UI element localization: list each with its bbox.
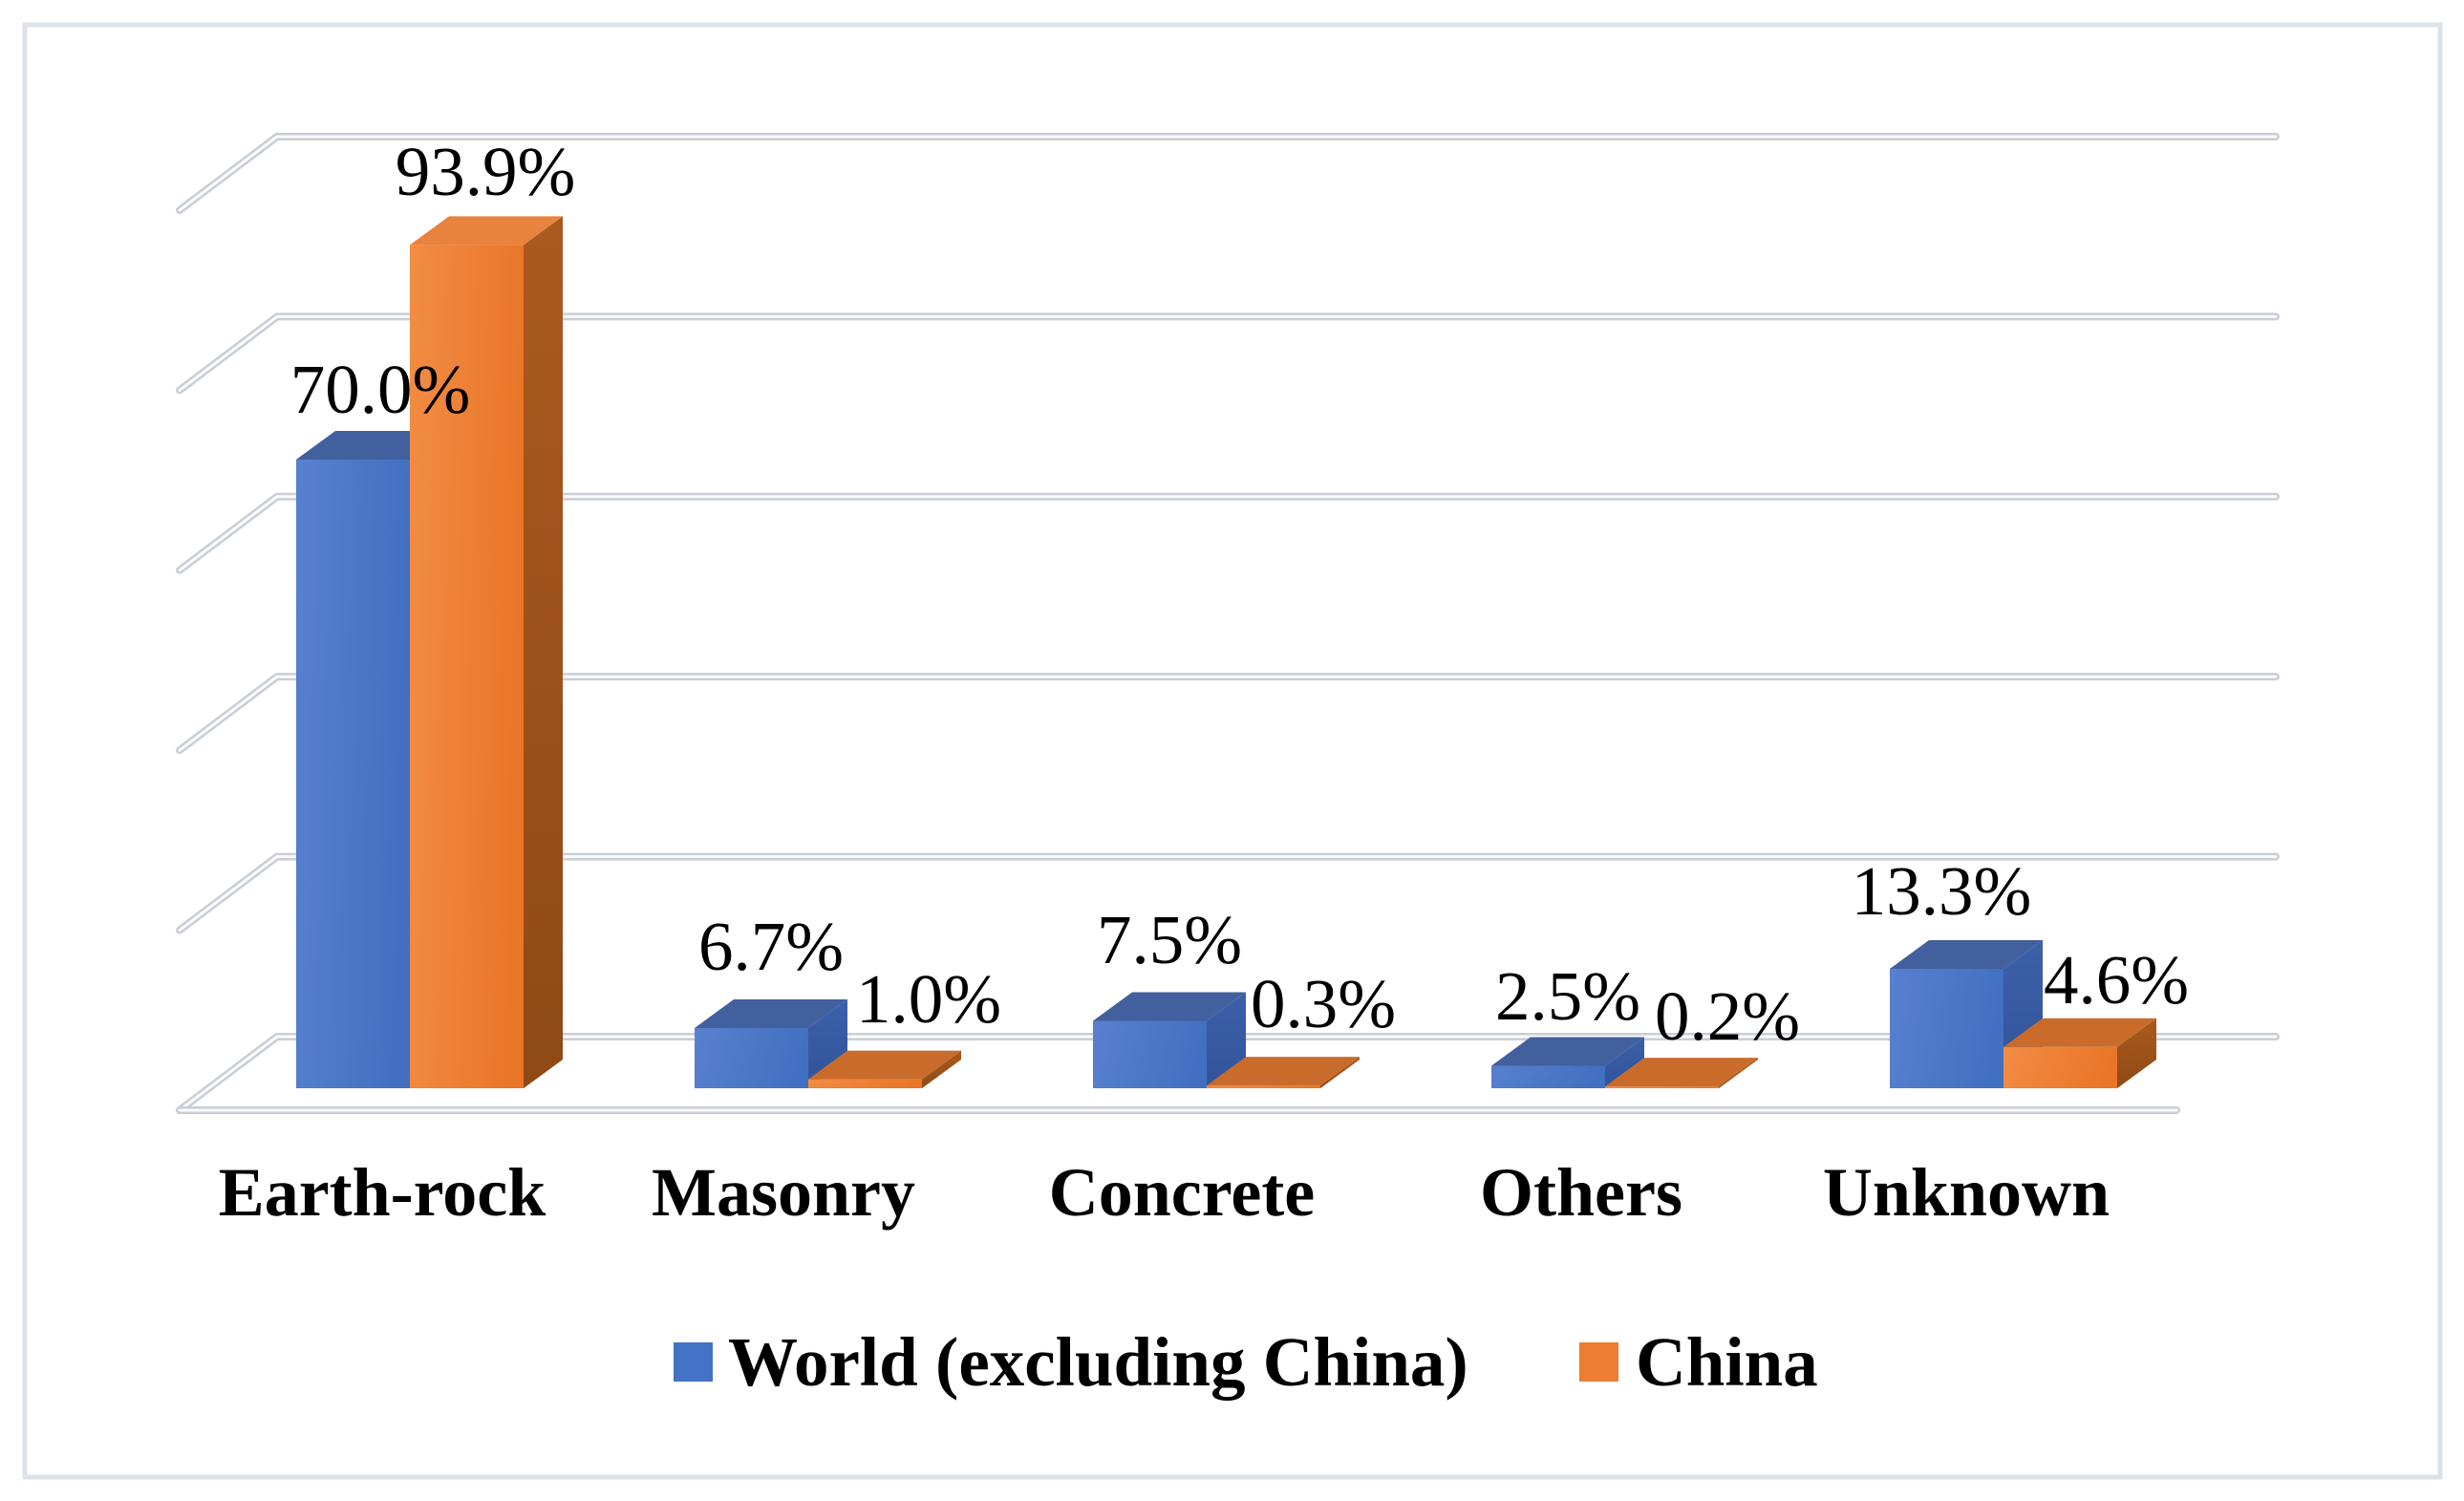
bar-side-face: [1320, 1057, 1360, 1088]
gridlines-layer: [176, 133, 2280, 1114]
gridline-100pct-highlight: [178, 135, 2278, 212]
bar-china-1: [808, 1050, 961, 1088]
data-label-world-3: 2.5%: [1495, 957, 1640, 1035]
bar-front-face: [410, 245, 524, 1089]
gridline-20pct-highlight: [178, 855, 2278, 933]
bar-front-face: [2003, 1046, 2117, 1088]
category-label-others: Others: [1480, 1154, 1682, 1231]
bar-china-2: [1207, 1057, 1360, 1088]
data-label-china-4: 4.6%: [2044, 941, 2189, 1019]
bar-china-0: [410, 216, 563, 1089]
gridline-80pct-highlight: [178, 314, 2278, 392]
bar-side-face: [2117, 1018, 2156, 1088]
bar-side-face: [922, 1050, 961, 1088]
legend-item-label: World (excluding China): [728, 1323, 1468, 1401]
bar-side-face: [524, 216, 563, 1089]
bar-side-face: [1605, 1037, 1644, 1088]
data-label-world-4: 13.3%: [1852, 852, 2032, 930]
bars-layer: [296, 216, 2156, 1089]
bar-front-face: [695, 1028, 808, 1088]
gridline-60pct-highlight: [178, 495, 2278, 572]
bar-top-face: [1491, 1037, 1644, 1066]
legend-item-1: China: [1579, 1323, 1818, 1401]
data-label-china-2: 0.3%: [1251, 965, 1396, 1042]
figure-border: [22, 22, 2443, 1480]
category-label-earth-rock: Earth-rock: [219, 1154, 546, 1231]
value-labels-layer: 70.0% 6.7% 7.5% 2.5% 13.3% 93.9% 1.0% 0.3% 0.2% 4…: [290, 133, 2189, 1055]
bar-group-masonry: [695, 999, 961, 1088]
bar-group-unknown: [1890, 939, 2156, 1088]
bar-top-face: [808, 1050, 961, 1080]
category-axis-labels: Earth-rock Masonry Concrete Others Unknown: [219, 1154, 2110, 1231]
legend-swatch-icon: [1579, 1342, 1618, 1382]
legend: World (excluding China) China: [674, 1323, 1818, 1401]
bar-front-face: [296, 460, 410, 1088]
bar-front-face: [808, 1079, 922, 1088]
bar-front-face: [1890, 968, 2003, 1088]
category-label-concrete: Concrete: [1049, 1154, 1316, 1231]
bar-top-face: [1605, 1058, 1758, 1087]
data-label-world-2: 7.5%: [1097, 901, 1242, 978]
category-label-masonry: Masonry: [652, 1154, 915, 1231]
legend-item-0: World (excluding China): [674, 1323, 1468, 1401]
data-label-china-1: 1.0%: [856, 960, 1001, 1038]
bar-top-face: [1093, 992, 1246, 1021]
gridline-0pct-highlight: [178, 1035, 2278, 1112]
data-label-china-0: 93.9%: [396, 133, 576, 210]
data-label-china-3: 0.2%: [1655, 977, 1800, 1055]
bar-china-4: [2003, 1018, 2156, 1088]
bar-world-3: [1491, 1037, 1644, 1088]
bar-front-face: [1093, 1020, 1207, 1088]
bar-top-face: [1890, 939, 2043, 969]
bar-front-face: [1605, 1086, 1719, 1088]
data-label-world-1: 6.7%: [698, 908, 844, 985]
legend-item-label: China: [1636, 1323, 1818, 1401]
bar-front-face: [1491, 1065, 1605, 1088]
legend-swatch-icon: [674, 1342, 713, 1382]
data-label-world-0: 70.0%: [290, 351, 471, 428]
bar-side-face: [1719, 1058, 1758, 1088]
bar-group-earth-rock: [296, 216, 563, 1089]
gridline-40pct-highlight: [178, 675, 2278, 752]
bar-top-face: [1207, 1057, 1360, 1086]
bar-top-face: [2003, 1018, 2156, 1047]
bar-group-others: [1491, 1037, 1758, 1088]
category-label-unknown: Unknown: [1823, 1154, 2110, 1231]
bar-top-face: [410, 216, 563, 246]
bar-top-face: [695, 999, 847, 1029]
bar-group-concrete: [1093, 992, 1360, 1088]
bar-front-face: [1207, 1085, 1320, 1088]
bar-china-3: [1605, 1058, 1758, 1088]
